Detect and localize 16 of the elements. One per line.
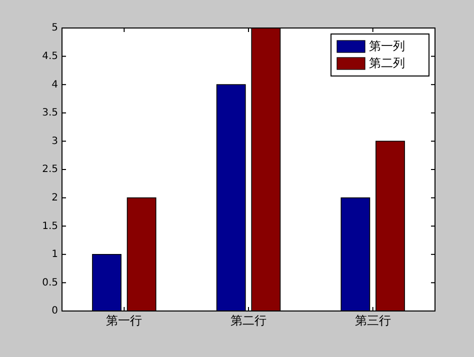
y-tick-label: 5 [52,22,58,34]
y-tick-label: 4 [52,79,58,90]
y-tick-label: 3 [52,136,58,147]
y-tick-label: 3.5 [42,108,58,119]
legend-label: 第一列 [369,38,405,53]
y-tick-label: 0 [52,306,58,317]
x-tick-label: 第二行 [230,313,266,328]
y-tick-label: 0.5 [42,277,58,288]
x-tick-label: 第三行 [354,313,391,328]
legend-label: 第二列 [369,56,405,70]
y-tick-label: 2.5 [42,164,58,176]
y-tick-label: 1.5 [42,220,58,232]
x-tick-label: 第一行 [106,313,142,328]
y-tick-label: 4.5 [42,51,58,62]
y-tick-label: 1 [52,249,58,260]
y-tick-label: 2 [52,192,58,204]
